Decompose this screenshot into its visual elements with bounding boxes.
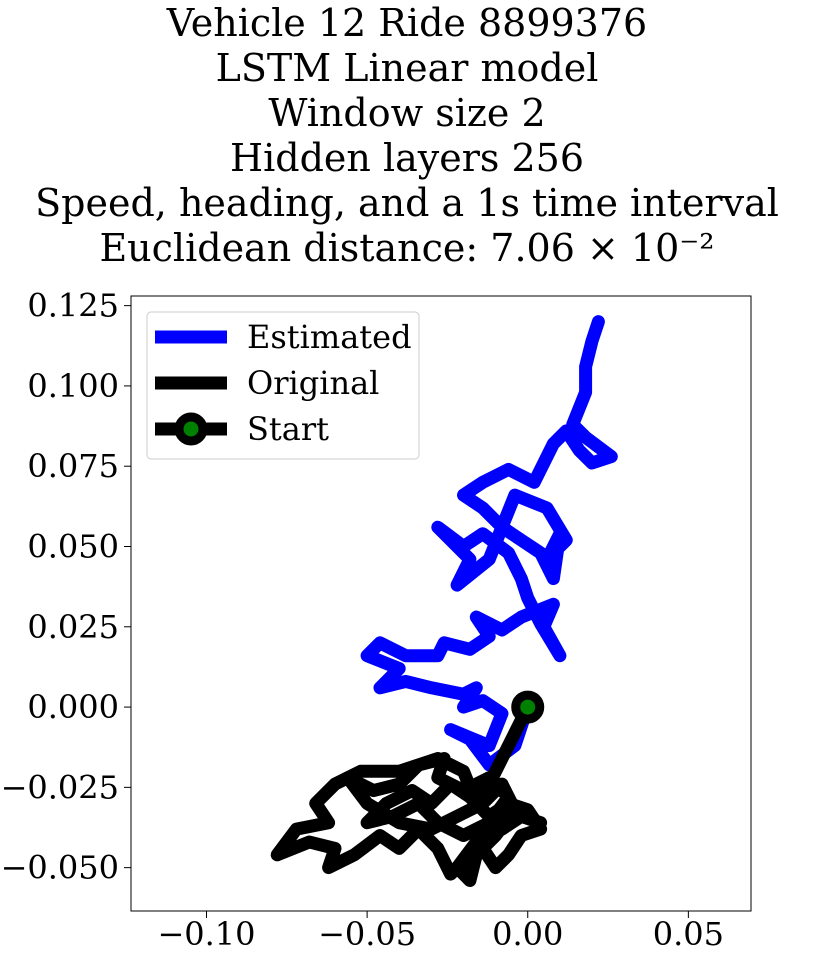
title-line-4: Hidden layers 256 [230, 136, 584, 180]
title-line-5: Speed, heading, and a 1s time interval [35, 181, 779, 225]
legend: Estimated Original Start [146, 311, 420, 460]
legend-label-start: Start [247, 410, 329, 448]
y-tick-label: 0.100 [27, 367, 119, 405]
legend-start-marker [174, 412, 208, 446]
x-tick-label: 0.05 [653, 915, 724, 953]
y-tick-label: −0.050 [1, 849, 119, 887]
y-tick-label: 0.000 [27, 688, 119, 726]
title-line-3: Window size 2 [268, 91, 545, 135]
y-tick-label: 0.025 [27, 608, 119, 646]
axes-frame [130, 295, 752, 912]
title-line-6: Euclidean distance: 7.06 × 10⁻² [99, 226, 714, 270]
plot-area [270, 315, 618, 887]
x-tick-label: −0.10 [157, 915, 255, 953]
legend-box [146, 311, 420, 460]
x-tick-label: −0.05 [318, 915, 416, 953]
series-line-estimated [360, 315, 618, 772]
y-tick-label: 0.050 [27, 527, 119, 565]
series-line-original [270, 700, 548, 887]
start-marker [511, 690, 545, 724]
y-tick-label: −0.025 [1, 768, 119, 806]
x-tick-label: 0.00 [492, 915, 563, 953]
title-line-1: Vehicle 12 Ride 8899376 [166, 1, 647, 45]
y-axis: 0.125 0.100 0.075 0.050 0.025 0.000 −0.025 −0.0… [1, 287, 131, 887]
title-line-2: LSTM Linear model [216, 46, 599, 90]
legend-label-original: Original [247, 364, 379, 402]
x-axis: −0.10 −0.05 0.00 0.05 [157, 911, 724, 953]
legend-label-estimated: Estimated [247, 318, 412, 356]
y-tick-label: 0.075 [27, 447, 119, 485]
y-tick-label: 0.125 [27, 287, 119, 325]
